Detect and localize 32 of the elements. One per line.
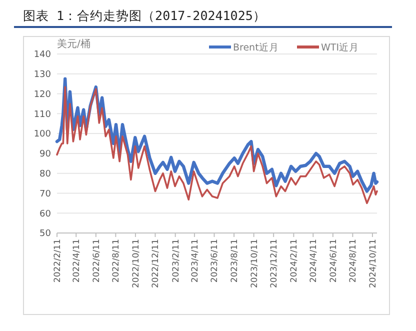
legend-label: Brent近月	[233, 41, 279, 54]
line-series	[56, 86, 378, 204]
x-tick-label: 2024/8/11	[348, 239, 359, 283]
y-tick-label: 120	[34, 90, 52, 100]
x-tick-label: 2023/6/11	[210, 239, 220, 283]
legend-label: WTI近月	[321, 41, 359, 54]
x-tick-label: 2023/12/11	[270, 239, 280, 288]
y-tick-label: 60	[40, 209, 52, 220]
y-tick-label: 80	[40, 169, 52, 180]
x-tick-label: 2023/8/11	[230, 239, 240, 283]
x-tick-label: 2023/2/11	[171, 239, 182, 283]
y-tick-label: 110	[34, 110, 52, 120]
x-tick-label: 2024/2/11	[290, 239, 300, 283]
x-tick-label: 2022/10/11	[131, 239, 142, 288]
y-tick-label: 90	[40, 150, 52, 160]
x-tick-label: 2022/6/11	[92, 239, 102, 283]
x-tick-label: 2023/4/11	[190, 239, 200, 283]
y-tick-label: 50	[40, 229, 52, 240]
x-tick-label: 2024/6/11	[328, 239, 339, 283]
x-tick-label: 2022/12/11	[151, 239, 162, 288]
y-tick-label: 100	[34, 130, 52, 140]
x-tick-label: 2022/8/11	[112, 239, 122, 283]
x-tick-label: 2022/2/11	[52, 239, 63, 283]
x-tick-label: 2022/4/11	[72, 239, 82, 283]
x-tick-label: 2024/4/11	[309, 239, 320, 283]
x-tick-label: 2023/10/11	[250, 239, 260, 288]
y-tick-label: 130	[34, 70, 52, 80]
y-tick-label: 140	[34, 50, 52, 60]
x-tick-label: 2024/10/11	[368, 239, 378, 288]
chart-title: 图表 1：合约走势图（2017-20241025）	[23, 8, 266, 23]
y-tick-label: 70	[40, 189, 52, 200]
y-axis-title: 美元/桶	[57, 38, 90, 50]
